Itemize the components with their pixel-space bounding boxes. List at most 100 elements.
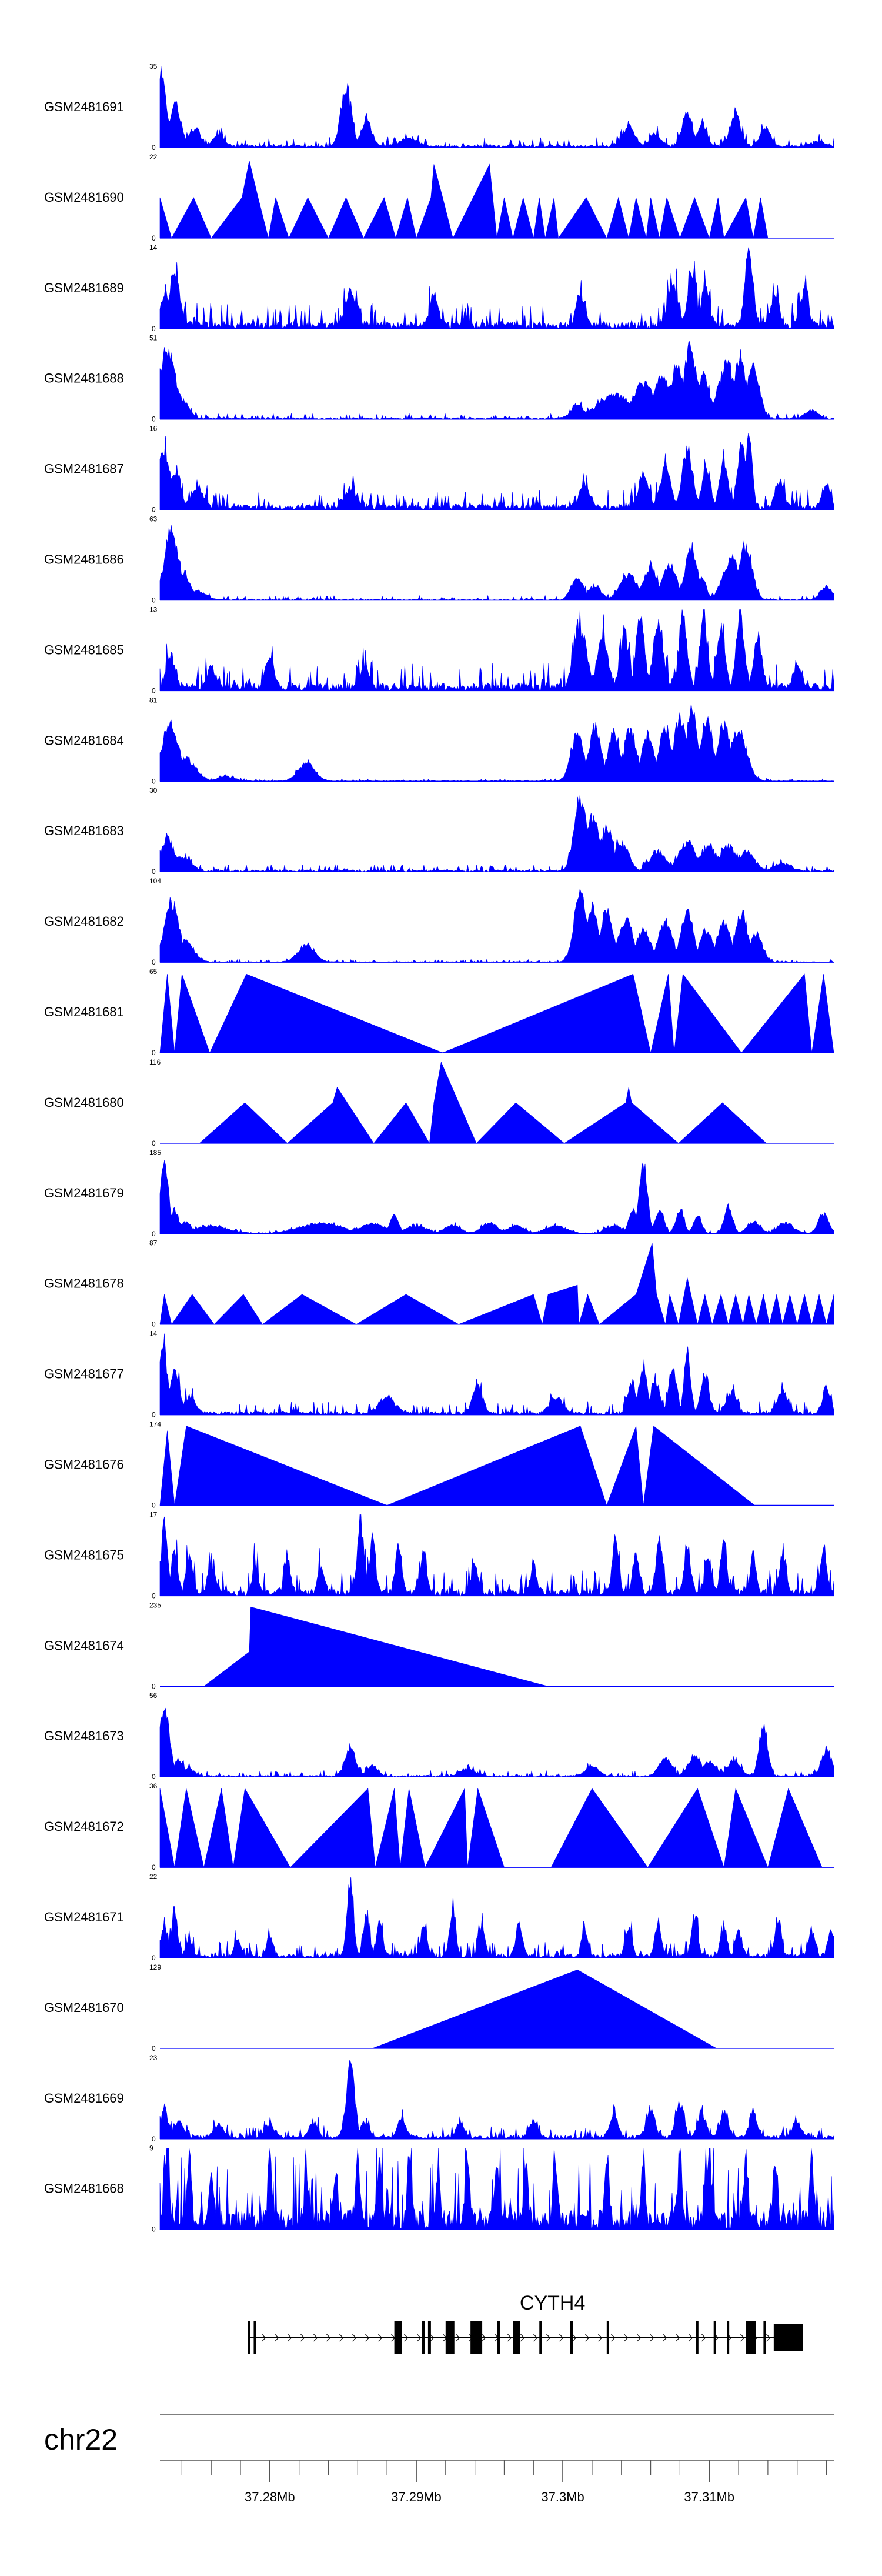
strand-arrow — [262, 2334, 266, 2342]
tick-label: 37.31Mb — [684, 2490, 734, 2504]
gene-exon — [727, 2321, 730, 2354]
track-ymin-label: 0 — [152, 1139, 156, 1147]
track-ymax-label: 22 — [149, 153, 158, 161]
track-label: GSM2481682 — [44, 914, 124, 929]
track-GSM2481672: GSM2481672 36 0 — [44, 1782, 834, 1871]
track-coverage-area — [159, 703, 834, 782]
track-ymax-label: 65 — [149, 967, 158, 976]
track-ymin-label: 0 — [152, 325, 156, 333]
track-GSM2481673: GSM2481673 56 0 — [44, 1691, 834, 1781]
gene-exon — [513, 2321, 520, 2354]
track-label: GSM2481673 — [44, 1729, 124, 1743]
gene-exon — [427, 2321, 431, 2354]
track-label: GSM2481679 — [44, 1186, 124, 1200]
track-ymax-label: 104 — [149, 877, 161, 885]
track-ymax-label: 22 — [149, 1873, 158, 1881]
track-ymax-label: 17 — [149, 1510, 158, 1519]
gene-label: CYTH4 — [520, 2292, 585, 2314]
strand-arrow — [650, 2334, 654, 2342]
tick-label: 37.3Mb — [541, 2490, 584, 2504]
track-coverage-area — [159, 1876, 834, 1958]
track-ymax-label: 174 — [149, 1420, 161, 1429]
track-ymax-label: 16 — [149, 425, 158, 433]
track-label: GSM2481668 — [44, 2181, 124, 2196]
track-ymin-label: 0 — [152, 958, 156, 966]
track-GSM2481680: GSM2481680 116 0 — [44, 1058, 834, 1147]
strand-arrow — [288, 2334, 292, 2342]
track-label: GSM2481685 — [44, 642, 124, 657]
gene-exon — [445, 2321, 455, 2354]
strand-arrow — [430, 2334, 435, 2342]
track-ymax-label: 9 — [149, 2144, 153, 2153]
track-ymax-label: 36 — [149, 1782, 158, 1790]
gene-exon — [606, 2321, 609, 2354]
track-coverage-area — [159, 888, 834, 963]
coverage-tracks: GSM2481691350GSM2481690220GSM2481689140G… — [44, 62, 834, 2234]
track-label: GSM2481680 — [44, 1095, 124, 1110]
track-ymin-label: 0 — [152, 1230, 156, 1238]
track-ymin-label: 0 — [152, 144, 156, 152]
strand-arrow — [559, 2334, 564, 2342]
track-ymin-label: 0 — [152, 1501, 156, 1510]
track-GSM2481683: GSM2481683 30 0 — [44, 786, 834, 876]
track-GSM2481669: GSM2481669 23 0 — [44, 2054, 834, 2143]
track-label: GSM2481684 — [44, 733, 124, 748]
track-GSM2481685: GSM2481685 13 0 — [44, 605, 834, 695]
strand-arrow — [365, 2334, 370, 2342]
track-ymax-label: 235 — [149, 1601, 161, 1609]
gene-exon — [773, 2324, 803, 2351]
track-coverage-area — [159, 1514, 834, 1597]
track-coverage-area — [159, 525, 834, 600]
track-label: GSM2481688 — [44, 371, 124, 386]
track-coverage-area — [203, 1606, 549, 1687]
track-ymax-label: 87 — [149, 1239, 158, 1247]
strand-arrow — [300, 2334, 305, 2342]
track-ymin-label: 0 — [152, 2225, 156, 2234]
strand-arrow — [611, 2334, 616, 2342]
track-coverage-area — [159, 1707, 834, 1777]
track-ymin-label: 0 — [152, 1411, 156, 1419]
track-ymax-label: 63 — [149, 515, 158, 523]
track-ymin-label: 0 — [152, 1682, 156, 1690]
track-ymax-label: 14 — [149, 243, 158, 252]
track-label: GSM2481687 — [44, 462, 124, 476]
gene-exon — [539, 2321, 542, 2354]
track-label: GSM2481676 — [44, 1457, 124, 1472]
track-ymin-label: 0 — [152, 1773, 156, 1781]
track-GSM2481678: GSM2481678 87 0 — [44, 1239, 834, 1329]
track-coverage-area — [159, 1426, 756, 1506]
track-GSM2481684: GSM2481684 81 0 — [44, 696, 834, 785]
track-ymin-label: 0 — [152, 506, 156, 514]
track-coverage-area — [372, 1969, 717, 2049]
strand-arrow — [676, 2334, 680, 2342]
track-ymin-label: 0 — [152, 1320, 156, 1329]
track-coverage-area — [159, 247, 834, 329]
tick-label: 37.29Mb — [391, 2490, 442, 2504]
gene-exon — [497, 2321, 500, 2354]
track-ymax-label: 13 — [149, 605, 158, 613]
track-GSM2481671: GSM2481671 22 0 — [44, 1873, 834, 1962]
strand-arrow — [585, 2334, 590, 2342]
gene-exon — [713, 2321, 716, 2354]
track-GSM2481677: GSM2481677 14 0 — [44, 1330, 834, 1419]
track-ymax-label: 23 — [149, 2054, 158, 2062]
track-GSM2481681: GSM2481681 65 0 — [44, 967, 834, 1057]
track-ymin-label: 0 — [152, 2044, 156, 2053]
strand-arrow — [326, 2334, 331, 2342]
track-label: GSM2481691 — [44, 99, 124, 114]
track-GSM2481688: GSM2481688 51 0 — [44, 334, 834, 423]
track-GSM2481682: GSM2481682 104 0 — [44, 877, 834, 966]
strand-arrow — [482, 2334, 486, 2342]
track-ymax-label: 14 — [149, 1330, 158, 1338]
track-coverage-area — [199, 1061, 767, 1144]
track-label: GSM2481690 — [44, 190, 124, 205]
track-label: GSM2481678 — [44, 1276, 124, 1291]
strand-arrow — [313, 2334, 318, 2342]
track-GSM2481676: GSM2481676 174 0 — [44, 1420, 834, 1510]
strand-arrow — [663, 2334, 667, 2342]
track-coverage-area — [159, 795, 834, 873]
track-label: GSM2481677 — [44, 1367, 124, 1382]
track-ymax-label: 51 — [149, 334, 158, 342]
strand-arrow — [533, 2334, 538, 2342]
gene-exon — [394, 2321, 402, 2354]
